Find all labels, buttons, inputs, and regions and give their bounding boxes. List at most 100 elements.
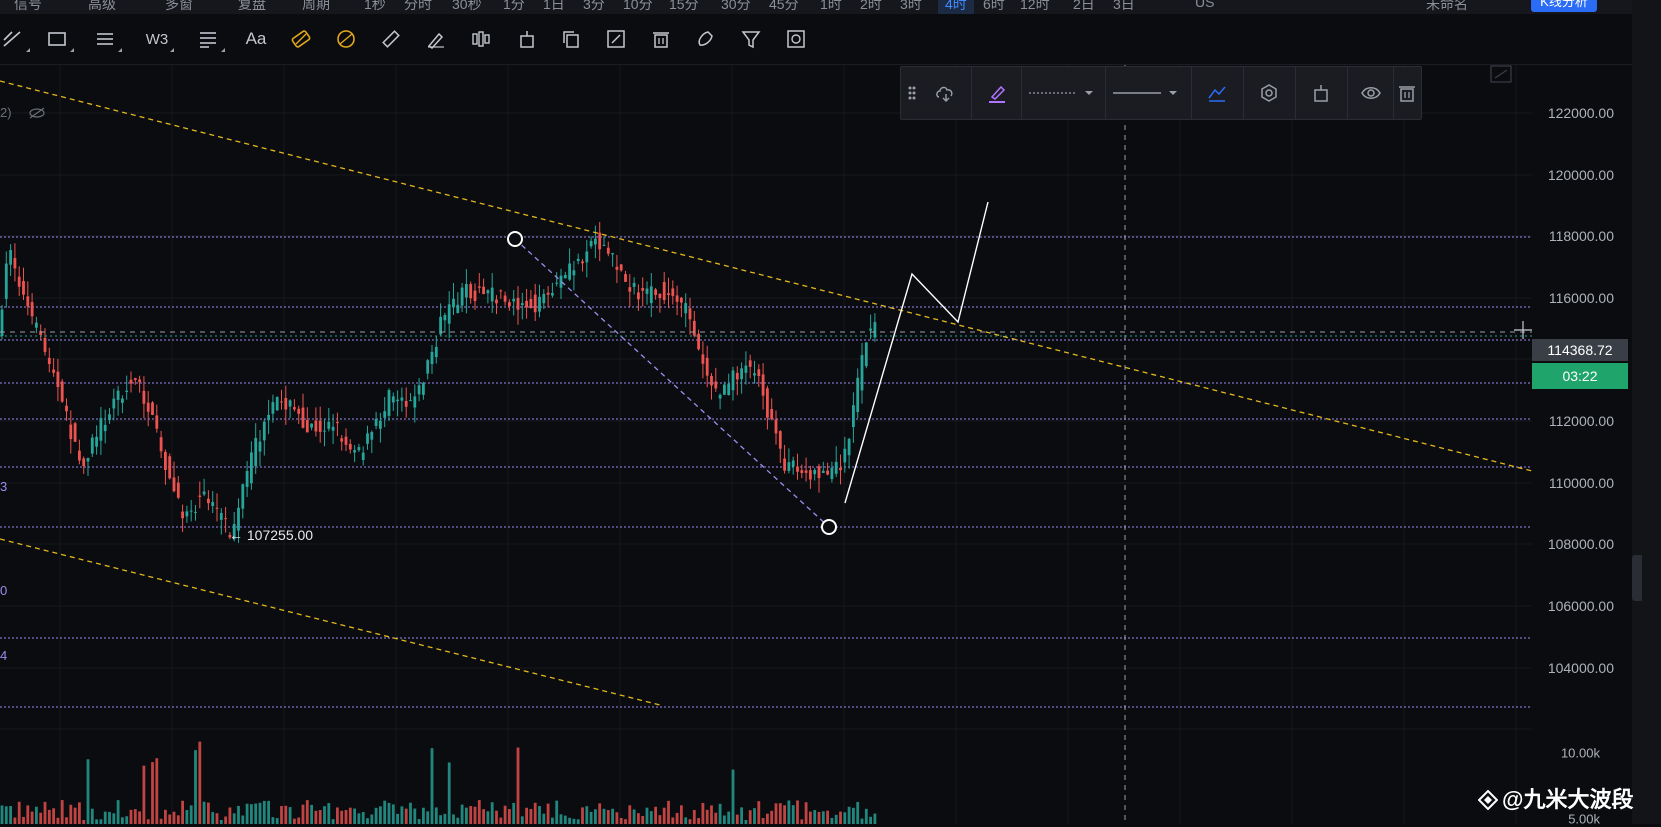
strong-magnet-icon[interactable] (333, 26, 359, 52)
candle-body (254, 437, 258, 466)
copy-icon[interactable] (558, 26, 584, 52)
volume-bar (770, 810, 774, 824)
interval-item[interactable]: 45分 (769, 0, 799, 12)
interval-item[interactable]: 3日 (1113, 0, 1135, 12)
interval-item[interactable]: 12时 (1020, 0, 1050, 12)
interval-item[interactable]: 10分 (623, 0, 653, 12)
volume-bar (637, 813, 640, 824)
ruler-icon[interactable] (378, 26, 404, 52)
candle-body (250, 452, 253, 484)
brush-icon[interactable] (423, 26, 449, 52)
sync-drawings-icon[interactable] (783, 26, 809, 52)
visibility-intervals-icon[interactable] (1195, 77, 1239, 109)
candle-body (164, 451, 167, 470)
interval-item[interactable]: 2日 (1073, 0, 1095, 12)
projected-wave-path[interactable] (844, 201, 989, 504)
interval-item[interactable]: 周期 (302, 0, 330, 12)
interval-item[interactable]: 30秒 (452, 0, 482, 12)
eye-icon[interactable] (1351, 77, 1391, 109)
panel-collapse-handle[interactable] (1632, 555, 1642, 601)
volume-bar (194, 750, 197, 824)
volume-bar (619, 818, 623, 824)
edit-icon[interactable] (603, 26, 629, 52)
interval-item[interactable]: 1日 (543, 0, 565, 12)
candle-body (680, 297, 683, 303)
lock-drawings-icon[interactable] (514, 26, 540, 52)
volume-bar (864, 808, 868, 824)
volume-bar (486, 811, 490, 824)
line-width-dropdown[interactable] (1109, 77, 1185, 109)
top-bar-label[interactable]: 未命名 (1426, 0, 1468, 12)
candle-body (443, 315, 447, 321)
volume-bar (688, 819, 692, 824)
interval-item[interactable]: 3分 (583, 0, 605, 12)
link-icon[interactable] (693, 26, 719, 52)
volume-bar (409, 802, 412, 824)
interval-item[interactable]: 1时 (820, 0, 842, 12)
candle-body (615, 266, 619, 270)
trend-line-tool-icon[interactable] (0, 26, 30, 52)
volume-bar (202, 801, 206, 824)
candle-body (847, 438, 851, 456)
interval-item[interactable]: 6时 (983, 0, 1005, 12)
interval-item[interactable]: 2时 (860, 0, 882, 12)
drag-handle-icon[interactable] (905, 77, 919, 109)
volume-bar (800, 819, 804, 824)
magnet-mode-icon[interactable] (288, 26, 314, 52)
interval-item[interactable]: 15分 (669, 0, 699, 12)
fibonacci-wave-tool-icon[interactable]: W3 (144, 26, 174, 52)
interval-item[interactable]: 分时 (404, 0, 432, 12)
pen-color-icon[interactable] (975, 77, 1019, 109)
delete-drawings-icon[interactable] (648, 26, 674, 52)
crosshair-plus-icon[interactable] (1514, 321, 1532, 339)
interval-item[interactable]: 4时 (945, 0, 967, 12)
candle-body (860, 355, 864, 391)
upper-trend-line[interactable] (0, 80, 1532, 472)
kline-analysis-button[interactable]: K线分析 (1531, 0, 1597, 12)
interval-item[interactable]: 3时 (900, 0, 922, 12)
candle-body (697, 333, 700, 350)
volume-bar (465, 807, 468, 824)
price-chart[interactable]: ← 107255.00 3 0 4 2) (0, 65, 1532, 824)
fib-anchor-top[interactable] (507, 231, 523, 247)
candle-body (753, 373, 756, 376)
volume-bar (576, 819, 580, 824)
price-label: 118000.00 (1548, 228, 1614, 244)
interval-item[interactable]: 复盘 (238, 0, 266, 12)
rectangle-tool-icon[interactable] (44, 26, 74, 52)
interval-item[interactable]: 1秒 (364, 0, 386, 12)
volume-bar (56, 817, 60, 824)
interval-item[interactable]: 信号 (14, 0, 42, 12)
volume-label: 5.00k (1568, 811, 1600, 827)
candle-body (817, 466, 821, 479)
price-axis[interactable]: 122000.00 120000.00 118000.00 116000.00 … (1532, 65, 1632, 827)
volume-bar (615, 812, 619, 824)
lower-trend-line[interactable] (0, 538, 661, 706)
text-tool-icon[interactable]: Aa (243, 26, 269, 52)
trash-icon[interactable] (1395, 77, 1419, 109)
candle-body (73, 423, 77, 442)
volume-bar (542, 813, 546, 824)
line-style-dotted-dropdown[interactable] (1025, 77, 1101, 109)
fib-levels-tool-icon[interactable] (195, 26, 225, 52)
interval-item[interactable]: 多窗 (165, 0, 193, 12)
parallel-channel-tool-icon[interactable] (92, 26, 122, 52)
volume-bar (262, 800, 266, 824)
fib-anchor-line[interactable] (514, 238, 830, 528)
indicator-visibility-icon[interactable] (29, 107, 45, 119)
interval-item[interactable]: 30分 (721, 0, 751, 12)
lock-icon[interactable] (1299, 77, 1343, 109)
volume-bar (761, 818, 765, 824)
interval-item[interactable]: 高级 (88, 0, 116, 12)
interval-item[interactable]: 1分 (503, 0, 525, 12)
top-bar-label[interactable]: US (1195, 0, 1215, 10)
filter-icon[interactable] (738, 26, 764, 52)
template-icon[interactable] (925, 77, 965, 109)
fullscreen-icon[interactable] (1490, 65, 1512, 83)
candle-body (710, 375, 713, 386)
fib-anchor-bottom[interactable] (821, 519, 837, 535)
candle-pattern-icon[interactable] (468, 26, 494, 52)
settings-icon[interactable] (1247, 77, 1291, 109)
volume-bar (731, 769, 735, 824)
volume-bar (108, 811, 111, 824)
